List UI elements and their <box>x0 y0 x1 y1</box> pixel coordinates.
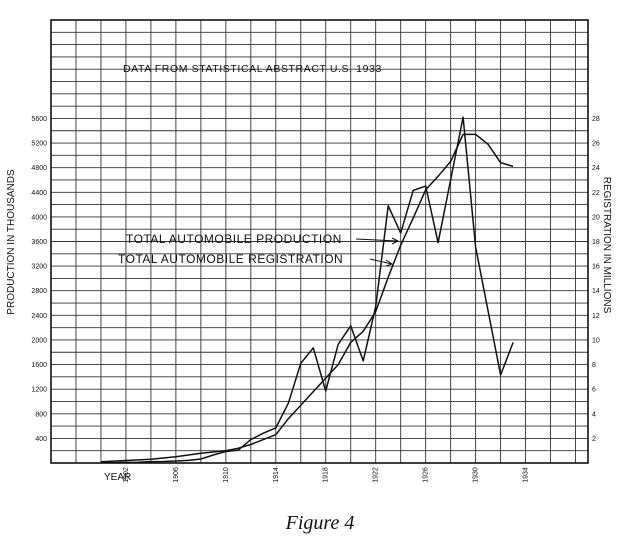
y-axis-label: PRODUCTION IN THOUSANDS <box>6 169 17 315</box>
y2-tick-label: 14 <box>592 288 600 295</box>
y-tick-labels: 400 800 1200 1600 2000 2400 2800 3200 3600 4000 44… <box>31 116 47 443</box>
y-tick-label: 2400 <box>31 313 47 320</box>
x-tick-label: 1914 <box>273 467 280 483</box>
x-tick-label: 1922 <box>373 467 380 483</box>
x-tick-label: 1934 <box>523 467 530 483</box>
chart: DATA FROM STATISTICAL ABSTRACT U.S. 1933… <box>6 19 612 483</box>
y2-tick-label: 24 <box>592 165 600 172</box>
production-series-line <box>100 116 514 464</box>
y2-tick-label: 22 <box>592 190 600 197</box>
x-tick-label: 1906 <box>173 467 180 483</box>
y2-axis-label: REGISTRATION IN MILLIONS <box>601 177 612 314</box>
x-axis-label: YEAR <box>104 472 131 483</box>
y-tick-label: 400 <box>35 436 47 443</box>
y2-tick-label: 4 <box>592 411 596 418</box>
y2-tick-label: 26 <box>592 141 600 148</box>
x-tick-label: 1902 <box>123 467 130 483</box>
x-tick-label: 1910 <box>223 467 230 483</box>
y2-tick-label: 28 <box>592 116 600 123</box>
y-tick-label: 2000 <box>31 337 47 344</box>
y2-tick-label: 2 <box>592 436 596 443</box>
registration-series-line <box>100 133 514 463</box>
y-tick-label: 4000 <box>31 214 47 221</box>
y-tick-label: 4400 <box>31 190 47 197</box>
y2-tick-label: 16 <box>592 264 600 271</box>
label-production-arrow <box>355 237 400 245</box>
y2-tick-label: 18 <box>592 239 600 246</box>
y2-tick-label: 6 <box>592 387 596 394</box>
series-lines <box>100 116 514 464</box>
y-tick-label: 3200 <box>31 264 47 271</box>
y-tick-label: 1200 <box>31 387 47 394</box>
chart-title: DATA FROM STATISTICAL ABSTRACT U.S. 1933 <box>123 63 382 75</box>
label-registration: TOTAL AUTOMOBILE REGISTRATION <box>118 252 343 266</box>
plot-frame <box>50 19 589 464</box>
x-tick-label: 1930 <box>473 467 480 483</box>
chart-grid <box>51 20 588 463</box>
y-tick-label: 2800 <box>31 288 47 295</box>
x-tick-labels: 1902 1906 1910 1914 1918 1922 1926 1930 1934 <box>123 467 530 483</box>
label-registration-arrow <box>369 258 394 267</box>
y-tick-label: 5200 <box>31 141 47 148</box>
figure-caption: Figure 4 <box>285 512 355 534</box>
y-tick-label: 800 <box>35 411 47 418</box>
y-tick-label: 5600 <box>31 116 47 123</box>
y2-tick-label: 20 <box>592 214 600 221</box>
y-tick-label: 1600 <box>31 362 47 369</box>
y-tick-label: 3600 <box>31 239 47 246</box>
y2-tick-label: 12 <box>592 313 600 320</box>
y2-tick-label: 8 <box>592 362 596 369</box>
x-tick-label: 1926 <box>423 467 430 483</box>
x-tick-label: 1918 <box>323 467 330 483</box>
y2-tick-label: 10 <box>592 337 600 344</box>
label-production: TOTAL AUTOMOBILE PRODUCTION <box>126 232 342 246</box>
y-tick-label: 4800 <box>31 165 47 172</box>
